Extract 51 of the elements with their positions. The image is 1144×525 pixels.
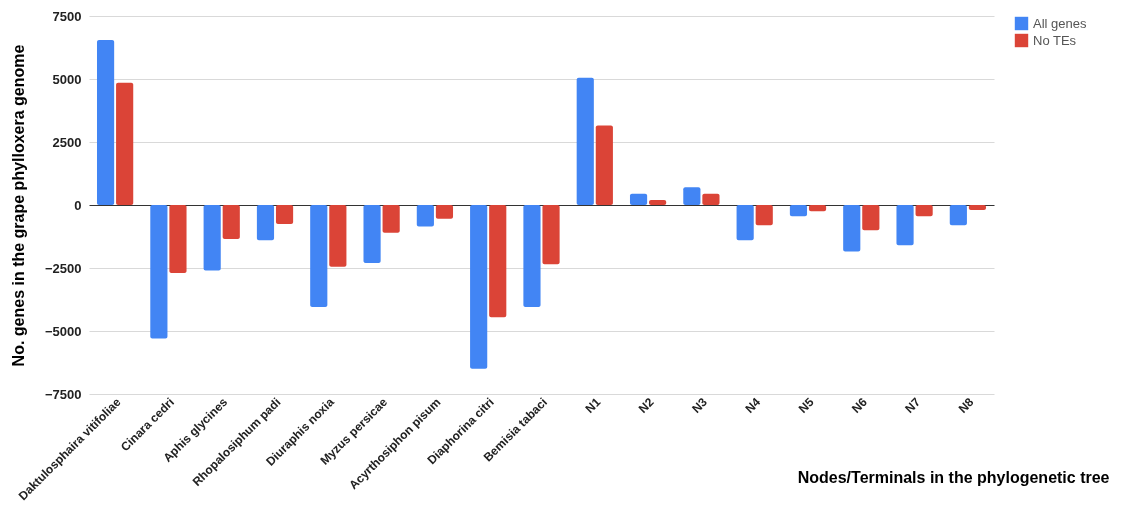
bar [523,205,541,308]
bar [310,205,328,308]
y-tick-label: 2500 [52,134,82,150]
y-tick-label: −7500 [44,386,82,402]
y-tick-label: 0 [74,197,82,213]
bar [150,205,168,339]
bar [595,125,613,205]
bar [96,39,115,205]
bar [542,205,560,265]
bar [629,193,648,205]
x-tick-label: N3 [689,394,711,416]
bar [789,205,808,217]
bar [896,205,914,246]
bar [576,77,594,205]
bar [949,205,967,226]
bar [702,193,720,205]
bar [736,205,754,241]
bar [808,205,827,212]
x-tick-label: N8 [955,394,977,416]
bar [203,205,221,271]
bar [683,187,701,205]
x-tick-label: N2 [635,394,657,416]
y-tick-label: 7500 [52,8,82,24]
bar [116,82,134,205]
x-tick-label: N5 [795,394,817,416]
bar [470,205,488,369]
x-tick-label: N4 [742,394,764,416]
legend-label: No TEs [1033,32,1077,48]
bar [382,205,400,233]
bar [755,205,773,226]
bar [843,205,861,252]
bar [435,205,454,219]
bar [489,205,507,318]
bar [363,205,381,263]
bar [275,205,294,224]
x-axis-title: Nodes/Terminals in the phylogenetic tree [797,468,1110,486]
x-tick-label: N1 [582,394,604,416]
bar [416,205,434,227]
y-tick-label: −2500 [44,260,82,276]
bar [169,205,187,274]
bar [915,205,933,217]
bar [329,205,347,267]
bar [862,205,880,231]
x-tick-label: N6 [849,394,870,416]
y-axis-title: No. genes in the grape phylloxera genome [9,44,27,367]
x-tick-label: N7 [902,394,924,416]
y-tick-label: −5000 [44,323,82,339]
y-tick-label: 5000 [52,71,82,87]
bar [222,205,240,240]
bar [256,205,275,241]
legend-label: All genes [1033,15,1087,31]
